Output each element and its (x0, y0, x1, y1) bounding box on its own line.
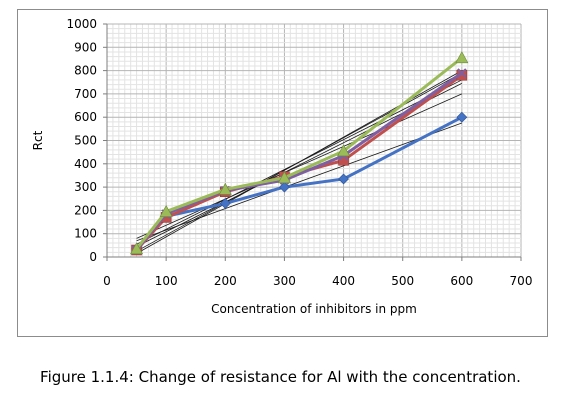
plot-grid (106, 23, 522, 258)
data-point-triangle (277, 171, 291, 184)
series-line (135, 74, 463, 252)
data-point-diamond (456, 111, 468, 123)
y-tick-label: 400 (74, 157, 97, 171)
y-tick-label: 600 (74, 110, 97, 124)
x-tick-label: 400 (332, 274, 355, 288)
chart-frame: 0 100 200 300 400 500 600 700 800 900 1000 0 100 200 3… (17, 9, 548, 337)
series-line (135, 56, 463, 250)
line-chart: 0 100 200 300 400 500 600 700 800 900 1000 0 100 200 3… (31, 17, 532, 316)
x-axis-title: Concentration of inhibitors in ppm (211, 302, 417, 316)
y-tick-label: 500 (74, 134, 97, 148)
data-point-triangle (159, 204, 173, 217)
y-tick-label: 900 (74, 40, 97, 54)
y-tick-label: 800 (74, 64, 97, 78)
trendline (136, 93, 463, 239)
y-tick-label: 300 (74, 180, 97, 194)
x-tick-label: 200 (214, 274, 237, 288)
figure-caption: Figure 1.1.4: Change of resistance for A… (40, 368, 521, 386)
y-tick-label: 100 (74, 227, 97, 241)
data-point-diamond (219, 197, 231, 209)
x-tick-label: 500 (391, 274, 414, 288)
x-tick-label: 600 (450, 274, 473, 288)
y-tick-label: 700 (74, 87, 97, 101)
data-point-triangle (455, 51, 469, 64)
x-tick-label: 100 (155, 274, 178, 288)
data-point-triangle (337, 144, 351, 157)
x-tick-label: 700 (510, 274, 533, 288)
chart-axes (103, 23, 522, 261)
x-tick-label: 0 (103, 274, 111, 288)
y-tick-label: 0 (89, 250, 97, 264)
data-point-triangle (130, 242, 144, 255)
y-axis-title: Rct (31, 130, 45, 150)
data-series (130, 51, 469, 256)
y-tick-label: 200 (74, 203, 97, 217)
data-point-triangle (218, 182, 232, 195)
data-point-diamond (338, 173, 349, 185)
x-tick-label: 300 (273, 274, 296, 288)
data-point-x (457, 68, 467, 78)
data-point-diamond (279, 181, 290, 193)
y-tick-label: 1000 (66, 17, 97, 31)
tick-labels: 0 100 200 300 400 500 600 700 800 900 1000 0 100 200 3… (66, 17, 532, 288)
